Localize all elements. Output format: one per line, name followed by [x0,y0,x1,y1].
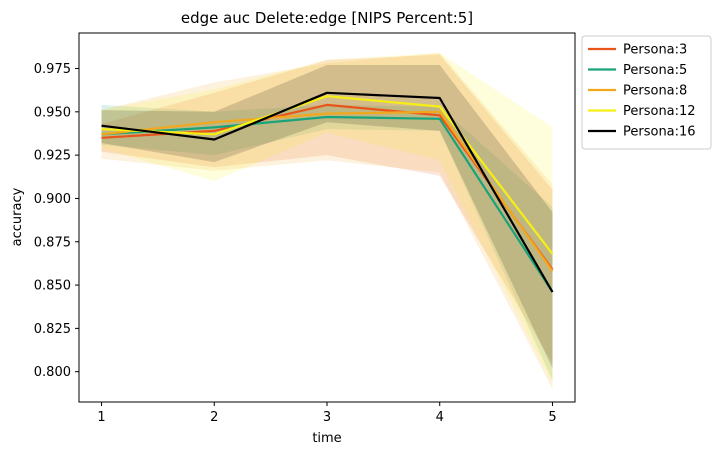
legend-label-2: Persona:5 [623,63,687,78]
confidence-bands [101,52,553,390]
confidence-band-4 [101,52,553,384]
legend-label-3: Persona:8 [623,84,687,99]
x-tick-label: 4 [436,410,444,425]
legend-label-4: Persona:12 [623,104,696,119]
x-tick-label: 3 [323,410,331,425]
y-tick-label: 0.925 [34,149,71,164]
series-line-3 [101,110,554,272]
y-tick-label: 0.900 [34,192,71,207]
y-tick-label: 0.800 [34,365,71,380]
x-tick-label: 2 [210,410,218,425]
series-lines [101,91,554,293]
legend-label-5: Persona:16 [623,125,696,140]
series-line-2 [101,115,554,293]
series-line-4 [101,95,554,255]
y-tick-label: 0.825 [34,322,71,337]
y-tick-label: 0.950 [34,105,71,120]
legend-frame [581,35,712,150]
y-axis: 0.800 0.825 0.850 0.875 0.900 0.925 0.950 0.975 [34,62,79,380]
series-line-5 [101,91,554,293]
legend: Persona:3 Persona:5 Persona:8 Persona:12 Per… [581,35,712,150]
x-axis-label: time [312,431,341,446]
confidence-band-3 [101,52,553,390]
x-tick-label: 1 [97,410,105,425]
confidence-band-5 [101,65,553,369]
y-axis-label: accuracy [10,187,25,246]
y-tick-label: 0.850 [34,279,71,294]
x-axis: 1 2 3 4 5 [97,402,557,425]
y-tick-label: 0.975 [34,62,71,77]
x-tick-label: 5 [548,410,556,425]
legend-label-1: Persona:3 [623,43,687,58]
chart-title: edge auc Delete:edge [NIPS Percent:5] [181,9,473,27]
y-tick-label: 0.875 [34,235,71,250]
